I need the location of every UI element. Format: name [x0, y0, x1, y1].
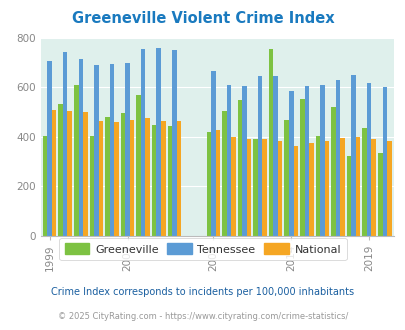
Bar — [262, 139, 266, 236]
Bar — [382, 87, 386, 236]
Bar — [253, 139, 257, 236]
Bar — [172, 50, 176, 236]
Bar — [335, 80, 339, 236]
Bar — [246, 139, 251, 236]
Bar — [151, 124, 156, 236]
Bar — [268, 49, 273, 236]
Bar — [320, 85, 324, 236]
Bar — [237, 100, 242, 236]
Bar — [105, 117, 109, 236]
Text: Greeneville Violent Crime Index: Greeneville Violent Crime Index — [72, 11, 333, 26]
Bar — [161, 121, 165, 236]
Bar — [47, 61, 52, 236]
Bar — [273, 76, 277, 236]
Bar — [350, 75, 355, 236]
Bar — [215, 130, 220, 236]
Bar — [145, 118, 149, 236]
Bar — [78, 59, 83, 236]
Bar — [121, 114, 125, 236]
Bar — [366, 82, 371, 236]
Bar — [371, 139, 375, 236]
Bar — [43, 136, 47, 236]
Bar — [98, 121, 103, 236]
Bar — [230, 137, 235, 236]
Bar — [308, 143, 313, 236]
Bar — [90, 136, 94, 236]
Bar — [211, 71, 215, 236]
Bar — [284, 120, 288, 236]
Bar — [346, 155, 350, 236]
Bar — [277, 141, 282, 236]
Bar — [67, 111, 72, 236]
Bar — [83, 112, 87, 236]
Bar — [125, 63, 130, 236]
Bar — [362, 128, 366, 236]
Bar — [114, 122, 119, 236]
Legend: Greeneville, Tennessee, National: Greeneville, Tennessee, National — [59, 238, 346, 260]
Bar — [94, 65, 98, 236]
Bar — [299, 99, 304, 236]
Bar — [58, 104, 63, 236]
Bar — [156, 48, 161, 236]
Bar — [226, 85, 230, 236]
Text: Crime Index corresponds to incidents per 100,000 inhabitants: Crime Index corresponds to incidents per… — [51, 287, 354, 297]
Bar — [293, 146, 297, 236]
Bar — [315, 136, 320, 236]
Bar — [176, 121, 181, 236]
Bar — [386, 141, 390, 236]
Bar — [377, 153, 382, 236]
Bar — [141, 49, 145, 236]
Bar — [74, 85, 78, 236]
Bar — [355, 137, 360, 236]
Bar — [288, 91, 293, 236]
Bar — [330, 107, 335, 236]
Bar — [339, 138, 344, 236]
Text: © 2025 CityRating.com - https://www.cityrating.com/crime-statistics/: © 2025 CityRating.com - https://www.city… — [58, 312, 347, 321]
Bar — [136, 95, 141, 236]
Bar — [242, 86, 246, 236]
Bar — [257, 76, 262, 236]
Bar — [109, 64, 114, 236]
Bar — [304, 86, 308, 236]
Bar — [167, 126, 172, 236]
Bar — [130, 120, 134, 236]
Bar — [222, 111, 226, 236]
Bar — [63, 51, 67, 236]
Bar — [206, 132, 211, 236]
Bar — [324, 141, 328, 236]
Bar — [52, 110, 56, 236]
